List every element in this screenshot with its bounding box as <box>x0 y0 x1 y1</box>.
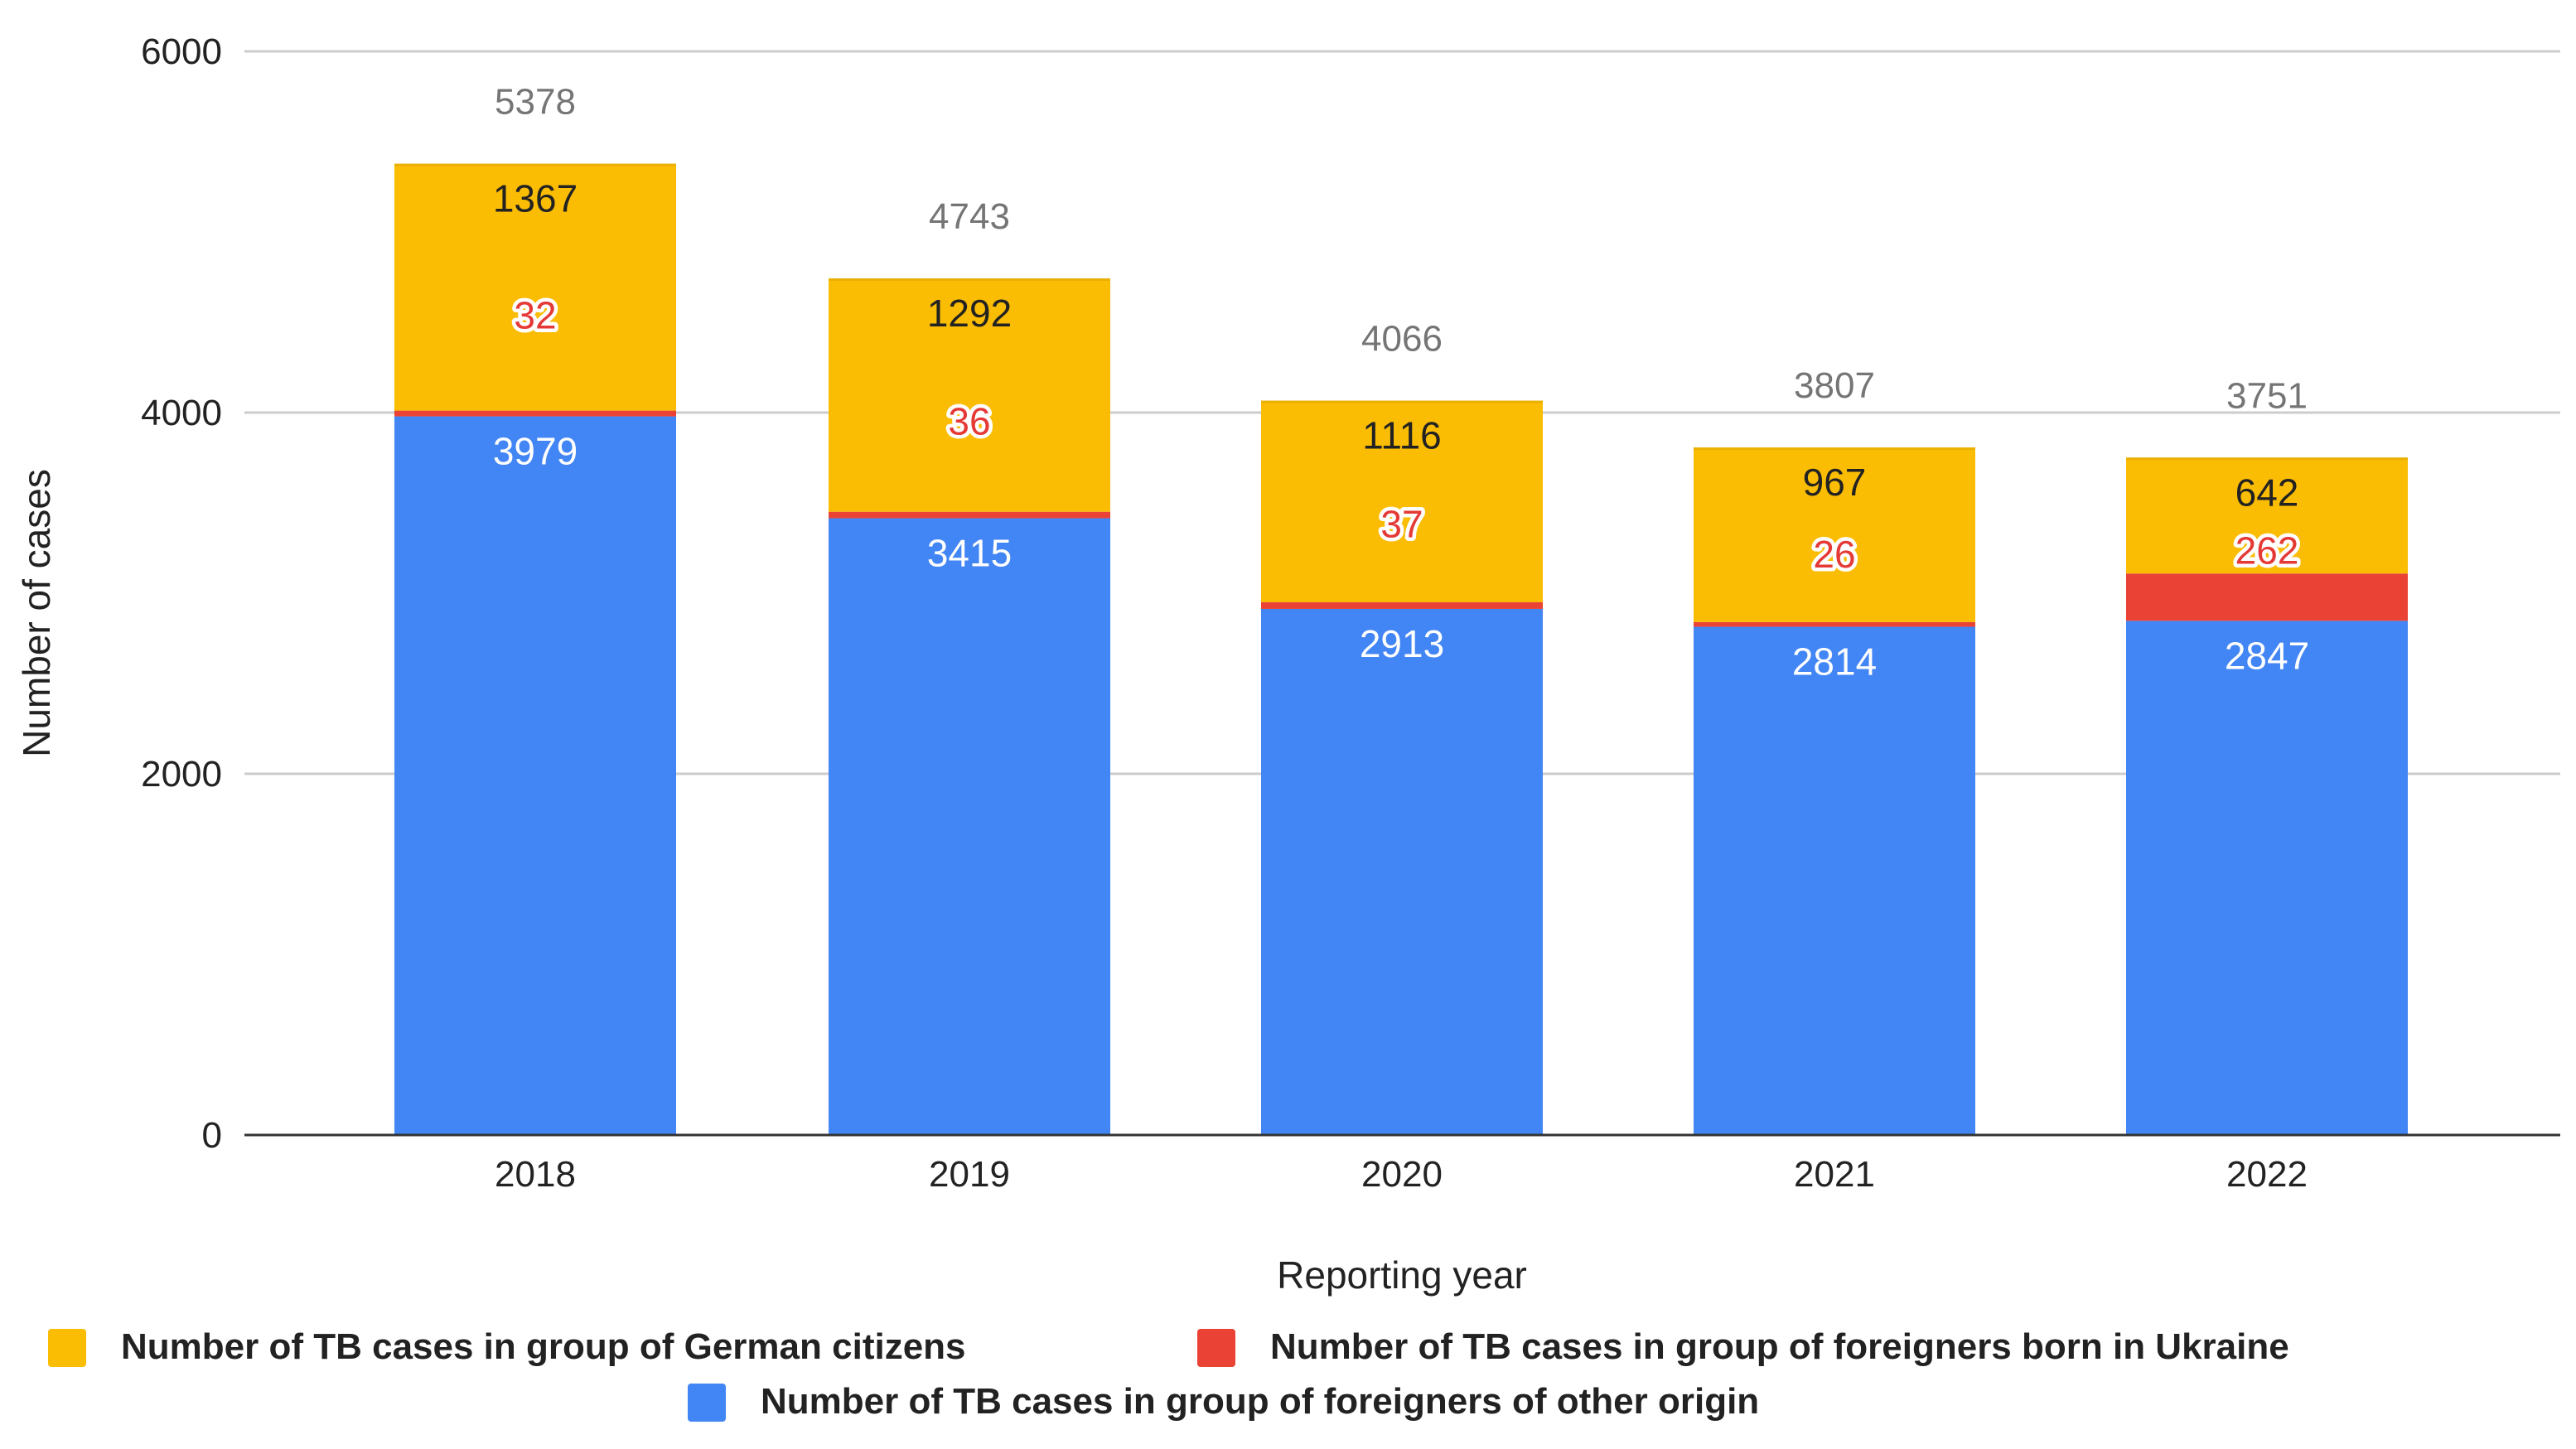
total-label: 3751 <box>2226 375 2308 416</box>
total-label: 4743 <box>929 196 1010 237</box>
data-label-other-origin: 2814 <box>1792 640 1877 683</box>
bar-top-edge <box>829 278 1110 282</box>
bars <box>394 163 2408 1135</box>
data-label-german-citizens: 642 <box>2235 471 2299 514</box>
bar-top-edge <box>2126 457 2408 461</box>
bar-segment <box>394 410 676 417</box>
bar-segment <box>1261 608 1543 1135</box>
axes: 0 2000 4000 6000 2018 2019 2020 2021 2022 <box>141 31 2560 1195</box>
bar-segment <box>1694 447 1975 622</box>
data-label-german-citizens: 967 <box>1803 461 1867 504</box>
total-label: 3807 <box>1794 365 1875 406</box>
bar-segment <box>829 511 1110 519</box>
data-label-ukraine: 26 <box>1813 533 1855 576</box>
y-tick-label: 0 <box>202 1115 222 1156</box>
legend-label: Number of TB cases in group of German ci… <box>121 1326 966 1367</box>
bar-segment <box>2126 573 2408 621</box>
x-tick-label: 2022 <box>2226 1154 2308 1195</box>
y-tick-label: 4000 <box>141 393 222 433</box>
bar-segment <box>1261 400 1543 602</box>
data-label-other-origin: 3979 <box>493 430 578 473</box>
data-label-other-origin: 2847 <box>2225 634 2309 677</box>
bar-segment <box>829 518 1110 1135</box>
x-tick-label: 2019 <box>929 1154 1010 1195</box>
bar-segment <box>394 163 676 411</box>
total-label: 4066 <box>1361 319 1443 360</box>
total-label: 5378 <box>495 82 576 123</box>
legend-item: Number of TB cases in group of foreigner… <box>688 1381 1759 1422</box>
data-label-german-citizens: 1292 <box>927 292 1012 335</box>
data-label-ukraine: 37 <box>1380 502 1423 545</box>
bar-top-edge <box>1261 400 1543 403</box>
x-axis-title: Reporting year <box>1277 1253 1527 1297</box>
bar-segment <box>394 416 676 1135</box>
data-label-german-citizens: 1116 <box>1362 414 1442 457</box>
bar-segment <box>1694 626 1975 1135</box>
legend-label: Number of TB cases in group of foreigner… <box>1270 1326 2289 1367</box>
y-tick-label: 6000 <box>141 31 222 72</box>
data-label-ukraine: 36 <box>948 400 990 443</box>
legend-swatch <box>48 1329 86 1367</box>
bar-segment <box>829 278 1110 512</box>
y-tick-label: 2000 <box>141 754 222 795</box>
x-tick-label: 2021 <box>1794 1154 1875 1195</box>
data-label-german-citizens: 1367 <box>493 177 578 220</box>
data-label-ukraine: 32 <box>514 293 556 336</box>
legend-swatch <box>1197 1329 1235 1367</box>
legend-item: Number of TB cases in group of German ci… <box>48 1326 966 1367</box>
bar-segment <box>1261 601 1543 609</box>
x-tick-label: 2020 <box>1361 1154 1443 1195</box>
legend: Number of TB cases in group of German ci… <box>48 1326 2289 1422</box>
data-label-other-origin: 2913 <box>1360 622 1444 665</box>
data-label-other-origin: 3415 <box>927 532 1012 575</box>
data-labels: 3979 1367 32 5378 3415 1292 36 4743 2913 1116 37 40… <box>493 82 2309 683</box>
bar-top-edge <box>1694 447 1975 451</box>
y-axis-title: Number of cases <box>15 469 58 757</box>
bar-segment <box>2126 621 2408 1135</box>
bar-segment <box>1694 621 1975 627</box>
x-tick-label: 2018 <box>495 1154 576 1195</box>
legend-swatch <box>688 1384 726 1422</box>
data-label-ukraine: 262 <box>2235 529 2299 572</box>
bar-top-edge <box>394 163 676 167</box>
bar-segment <box>2126 457 2408 574</box>
legend-item: Number of TB cases in group of foreigner… <box>1197 1326 2289 1367</box>
legend-label: Number of TB cases in group of foreigner… <box>761 1381 1759 1422</box>
